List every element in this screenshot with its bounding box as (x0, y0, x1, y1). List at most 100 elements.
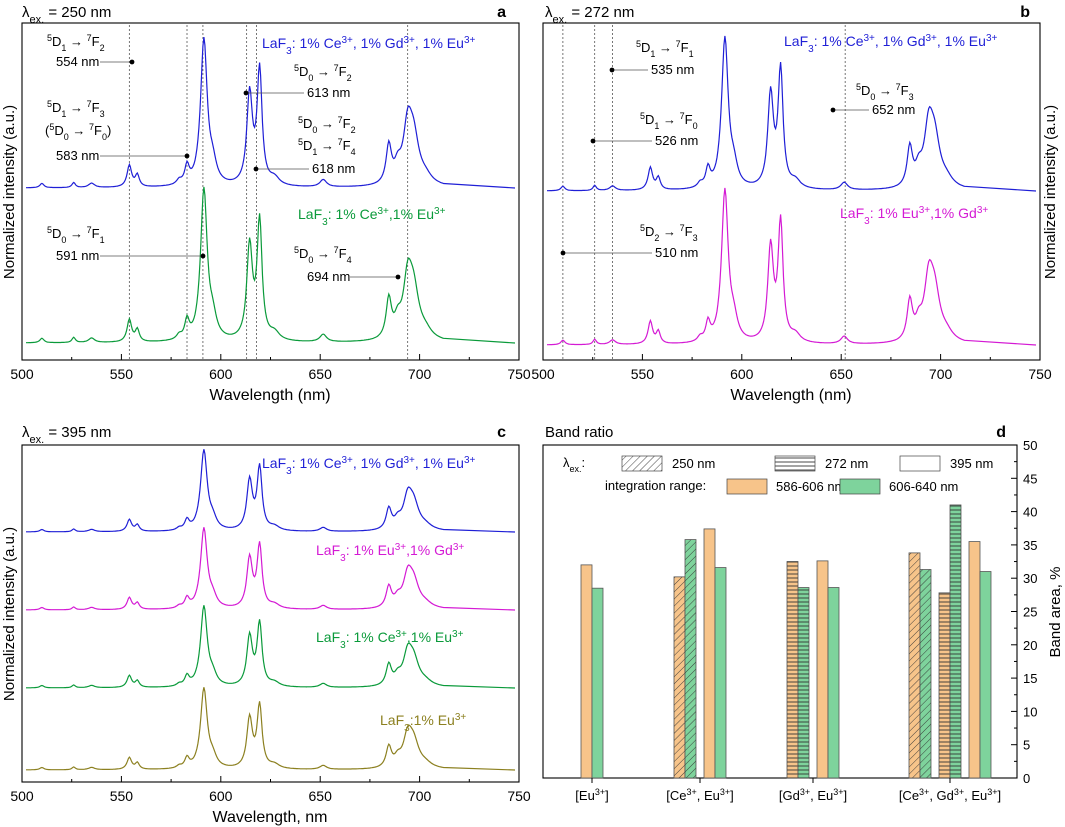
panel-a-reference-lines (128, 25, 409, 360)
panel-b-legend-magenta: LaF3: 1% Eu3+,1% Gd3+ (840, 205, 988, 227)
y-tick-label: 5 (1023, 738, 1030, 753)
annotation-a4-wavelength: 618 nm (312, 161, 355, 176)
panel-b-annotations: 5D1 → 7F1 535 nm 5D0 → 7F3 652 nm 5D1 → … (560, 39, 915, 260)
annotation-a2-transition-alt: (5D0 → 7F0) (45, 122, 111, 142)
bar-hatch (939, 592, 950, 778)
panel-b-letter: b (1020, 4, 1030, 21)
panel-a-emission-250nm: λex. = 250 nm a 500 550 600 650 700 750 LaF3:… (1, 4, 531, 404)
category-label: [Ce3+, Gd3+, Eu3+] (899, 787, 1001, 803)
spectrum-line (26, 37, 516, 189)
annotation-b2-marker (830, 107, 836, 113)
panel-a-ylabel: Normalized intensity (a.u.) (1, 105, 18, 279)
annotation-b3-marker (590, 138, 596, 144)
annotation-a3-marker (243, 90, 249, 96)
annotation-a5-marker (200, 253, 206, 259)
y-tick-label: 0 (1023, 771, 1030, 786)
x-tick-label: 500 (531, 366, 555, 382)
y-tick-label: 30 (1023, 571, 1037, 586)
panel-c-letter: c (497, 424, 506, 441)
x-tick-label: 700 (929, 366, 953, 382)
x-tick-label: 700 (408, 366, 432, 382)
panel-c-frame (21, 444, 520, 783)
x-tick-label: 600 (730, 366, 754, 382)
x-tick-label: 600 (209, 788, 233, 804)
spectrum-line (547, 35, 1037, 192)
bar (580, 564, 593, 779)
panel-b-ylabel: Normalized intensity (a.u.) (1042, 105, 1059, 279)
legend-606-640: 606-640 nm (889, 479, 958, 494)
x-tick-label: 750 (1028, 366, 1052, 382)
legend-272nm: 272 nm (825, 456, 868, 471)
x-tick-label: 650 (830, 366, 854, 382)
legend-swatch-586-606 (726, 478, 768, 495)
annotation-b3-transition: 5D1 → 7F0 (640, 111, 698, 131)
y-tick-label: 20 (1023, 638, 1037, 653)
annotation-a3-wavelength: 613 nm (307, 85, 350, 100)
bar-hatch (685, 539, 696, 778)
panel-c-xlabel: Wavelength, nm (212, 809, 327, 826)
series-label-c-eu: LaF3:1% Eu3+ (380, 712, 466, 734)
y-tick-label: 25 (1023, 605, 1037, 620)
series-label-ce-gd-eu-b: LaF3: 1% Ce3+, 1% Gd3+, 1% Eu3+ (784, 33, 997, 55)
annotation-b3-wavelength: 526 nm (655, 133, 698, 148)
series-label-ce-eu: LaF3: 1% Ce3+,1% Eu3+ (298, 206, 446, 228)
x-tick-label: 500 (10, 788, 34, 804)
bar (979, 571, 992, 779)
panel-d-categories: [Eu3+] [Ce3+, Eu3+] [Gd3+, Eu3+] [Ce3+, Gd3… (575, 778, 1001, 803)
annotation-a6-transition: 5D0 → 7F4 (294, 245, 352, 265)
annotation-b4-wavelength: 510 nm (655, 245, 698, 260)
x-tick-label: 600 (209, 366, 233, 382)
series-label-ce-gd-eu: LaF3: 1% Ce3+, 1% Gd3+, 1% Eu3+ (262, 35, 475, 57)
panel-c-excitation: λex. = 395 nm (22, 424, 111, 446)
annotation-b4-transition: 5D2 → 7F3 (640, 223, 698, 243)
x-tick-label: 700 (408, 788, 432, 804)
category-label: [Ce3+, Eu3+] (666, 787, 734, 803)
annotation-a5-transition: 5D0 → 7F1 (47, 225, 105, 245)
bar (714, 567, 727, 779)
panel-c-spectra (26, 449, 516, 771)
legend-swatch-250 (621, 455, 663, 472)
spectrum-line (26, 687, 516, 771)
panel-a-x-ticks: 500 550 600 650 700 750 (10, 354, 531, 382)
panel-b-legend-blue: LaF3: 1% Ce3+, 1% Gd3+, 1% Eu3+ (784, 33, 997, 55)
y-tick-label: 50 (1023, 438, 1037, 453)
panel-d-letter: d (996, 424, 1006, 441)
panel-b-x-ticks: 500 550 600 650 700 750 (531, 354, 1052, 382)
annotation-a6-wavelength: 694 nm (307, 269, 350, 284)
annotation-a2-wavelength: 583 nm (56, 148, 99, 163)
x-tick-label: 550 (110, 366, 134, 382)
panel-d-legend: λex.: 250 nm 272 nm 395 nm integration r… (563, 455, 993, 495)
panel-b-xlabel: Wavelength (nm) (730, 387, 851, 404)
panel-a-letter: a (497, 4, 506, 21)
spectrum-line (547, 187, 1037, 346)
annotation-a1-marker (129, 59, 135, 65)
spectrum-line (26, 186, 516, 344)
panel-a-spectra (26, 37, 516, 344)
annotation-a1-wavelength: 554 nm (56, 54, 99, 69)
panel-a-annotations: 5D1 → 7F2 554 nm 5D1 → 7F3 (5D0 → 7F0) 5… (45, 33, 401, 284)
bar-hatch (674, 576, 685, 778)
annotation-a6-marker (395, 274, 401, 280)
annotation-a3-transition: 5D0 → 7F2 (294, 63, 352, 83)
category-label: [Eu3+] (575, 787, 608, 803)
panel-a-frame (21, 22, 520, 361)
bar (591, 587, 604, 779)
x-tick-label: 650 (309, 788, 333, 804)
x-tick-label: 550 (110, 788, 134, 804)
spectrum-line (26, 527, 516, 611)
x-tick-label: 750 (507, 366, 531, 382)
x-tick-label: 650 (309, 366, 333, 382)
annotation-a2-transition: 5D1 → 7F3 (47, 99, 105, 119)
legend-swatch-272 (774, 455, 816, 472)
y-tick-label: 35 (1023, 538, 1037, 553)
y-tick-label: 15 (1023, 671, 1037, 686)
panel-b-reference-lines (562, 25, 846, 360)
annotation-a4-marker (253, 166, 259, 172)
annotation-b1-marker (609, 67, 615, 73)
annotation-a4-transition-alt: 5D1 → 7F4 (298, 137, 356, 157)
legend-integration-label: integration range: (605, 478, 706, 493)
category-label: [Gd3+, Eu3+] (779, 787, 847, 803)
series-label-c-ce-eu: LaF3: 1% Ce3+,1% Eu3+ (316, 629, 464, 651)
legend-swatch-606-640 (839, 478, 881, 495)
legend-586-606: 586-606 nm (776, 479, 845, 494)
